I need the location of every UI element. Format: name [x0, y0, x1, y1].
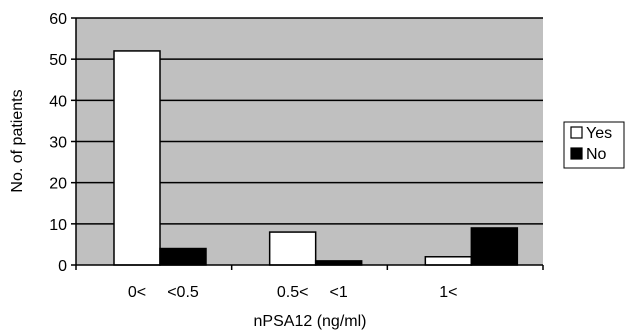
legend-swatch-no — [570, 147, 583, 160]
x-tick-label: 0< — [128, 284, 146, 301]
y-tick-label: 20 — [49, 176, 67, 193]
y-tick-labels: 0 10 20 30 40 50 60 — [49, 11, 76, 275]
legend-box — [563, 121, 625, 169]
y-tick-label: 0 — [58, 258, 67, 275]
y-tick-label: 60 — [49, 11, 67, 28]
legend: Yes No — [563, 121, 625, 169]
bar-yes-0 — [113, 50, 161, 266]
legend-label-no: No — [586, 146, 607, 163]
bar-yes-2 — [424, 256, 473, 266]
y-tick-label: 30 — [49, 135, 67, 152]
y-axis-title: No. of patients — [9, 89, 26, 192]
y-tick-label: 50 — [49, 52, 67, 69]
x-axis-title: nPSA12 (ng/ml) — [254, 313, 367, 330]
x-tick-label: <0.5 — [167, 284, 199, 301]
y-tick-label: 10 — [49, 217, 67, 234]
legend-swatch-yes — [570, 126, 583, 139]
bar-no-2 — [470, 227, 519, 266]
y-tick-label: 40 — [49, 93, 67, 110]
x-tick-labels: 0< <0.5 0.5< <1 1< — [75, 265, 544, 301]
x-tick-label: 1< — [439, 284, 457, 301]
x-tick-label: 0.5< — [277, 284, 309, 301]
bar-no-0 — [159, 247, 207, 266]
x-tick-label: <1 — [330, 284, 348, 301]
bars — [113, 50, 519, 266]
bar-yes-1 — [268, 231, 317, 266]
legend-label-yes: Yes — [586, 125, 612, 142]
